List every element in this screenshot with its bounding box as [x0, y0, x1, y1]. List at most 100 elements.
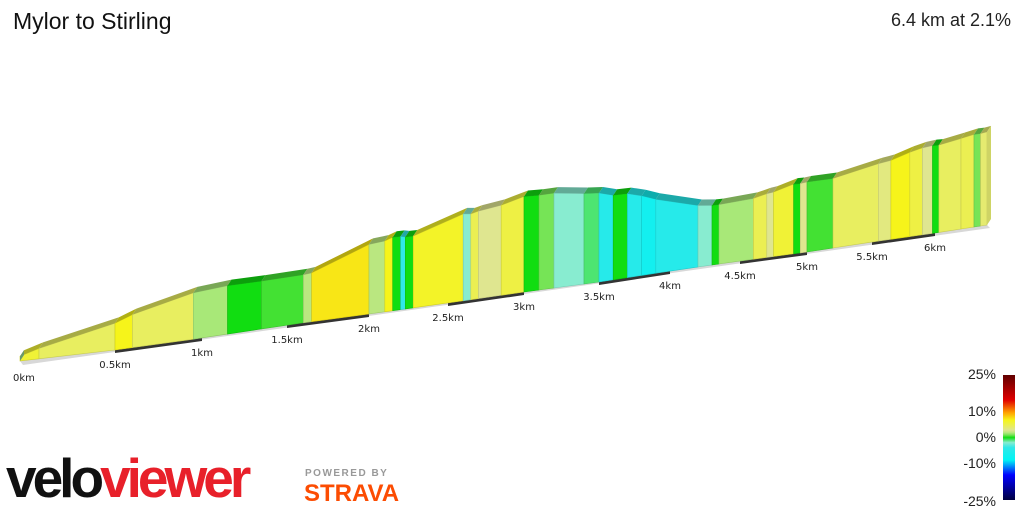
colorbar-label-25: 25% [967, 366, 996, 382]
profile-segment-top [115, 308, 137, 324]
profile-segment [980, 131, 988, 227]
route-summary: 6.4 km at 2.1% [890, 10, 1011, 30]
x-tick-label: 3.5km [583, 292, 614, 303]
x-tick-label: 4.5km [724, 271, 755, 282]
profile-segment-top [655, 193, 702, 206]
profile-segment [612, 193, 628, 281]
distance-band [740, 252, 807, 264]
veloviewer-logo[interactable]: veloviewer [6, 447, 251, 509]
x-tick-label: 1.5km [271, 335, 302, 346]
profile-segment-top [613, 187, 632, 196]
profile-segment [773, 183, 794, 257]
profile-segment-top [698, 199, 716, 206]
colorbar-label-10: 10% [967, 403, 996, 419]
distance-band [287, 314, 369, 328]
colorbar-label-0: 0% [975, 429, 996, 445]
profile-segment-top [641, 189, 660, 200]
profile-segment [922, 145, 933, 236]
profile-segment [523, 194, 540, 293]
profile-segment-top [878, 154, 895, 164]
profile-segment [583, 192, 600, 285]
strava-logo[interactable]: STRAVA [304, 480, 400, 507]
powered-by-label: POWERED BY [305, 468, 389, 479]
profile-segment [405, 235, 414, 310]
x-tick-label: 0.5km [99, 360, 130, 371]
profile-segment [478, 204, 502, 299]
profile-segment [538, 192, 555, 291]
profile-end-face [987, 125, 991, 225]
x-tick-label: 1km [191, 348, 213, 359]
profile-segment [412, 213, 464, 309]
profile-segment-top [303, 266, 316, 275]
profile-segment-top [753, 187, 771, 199]
profile-segment-top [227, 275, 266, 286]
profile-segment [832, 163, 879, 249]
profile-segment-top [39, 317, 119, 349]
profile-segment [793, 183, 801, 255]
profile-segment-top [20, 342, 43, 357]
profile-segment [718, 198, 754, 265]
profile-segment-top [413, 207, 468, 237]
profile-segment [753, 193, 768, 260]
profile-segment [261, 274, 304, 330]
colorbar-label-neg10: -10% [963, 455, 996, 471]
x-tick-label: 0km [13, 373, 35, 384]
profile-segment-top [627, 187, 646, 196]
profile-segment-top [980, 125, 991, 134]
profile-segment [227, 280, 262, 335]
route-title: Mylor to Stirling [13, 8, 172, 34]
profile-segment [711, 204, 720, 266]
logo-velo: velo [6, 447, 104, 509]
profile-segment-top [938, 132, 965, 146]
profile-segment-top [974, 127, 985, 135]
profile-segment-top [261, 268, 308, 282]
profile-segment [462, 213, 472, 302]
profile-segment-top [311, 238, 373, 273]
profile-segment [641, 195, 657, 276]
profile-segment [655, 198, 699, 274]
profile-segment-top [193, 279, 232, 293]
profile-segment-top [524, 189, 543, 197]
profile-segment-top [501, 190, 528, 206]
profile-segment [909, 147, 923, 237]
profile-segment-top [766, 186, 778, 194]
profile-segment [368, 240, 386, 315]
logo-viewer: viewer [100, 447, 251, 509]
profile-segment [973, 133, 981, 228]
distance-band [872, 233, 935, 245]
profile-segment-top [922, 139, 937, 148]
profile-segment-top [773, 178, 798, 193]
distance-band [448, 292, 524, 306]
x-tick-label: 2km [358, 324, 380, 335]
profile-segment-top [400, 230, 410, 237]
colorbar-label-neg25: -25% [963, 493, 996, 509]
x-tick-label: 5.5km [856, 252, 887, 263]
profile-segment-top [712, 198, 723, 206]
profile-segment-top [719, 192, 758, 205]
profile-segment-top [961, 128, 978, 139]
profile-segment-top [800, 175, 811, 184]
profile-segment-top [392, 230, 405, 238]
profile-segment-top [384, 231, 397, 242]
profile-segment-top [793, 177, 805, 185]
profile-segment [193, 285, 228, 340]
profile-segment-top [478, 199, 506, 212]
profile-segment [890, 151, 911, 240]
x-tick-label: 3km [513, 302, 535, 313]
profile-segment-top [909, 141, 927, 153]
profile-segment [627, 193, 642, 278]
profile-segment [392, 236, 401, 312]
profile-segment [960, 134, 975, 230]
x-tick-label: 6km [924, 243, 946, 254]
x-tick-label: 5km [796, 262, 818, 273]
x-tick-label: 4km [659, 281, 681, 292]
profile-segment-top [833, 157, 883, 179]
profile-segment-top [369, 235, 389, 245]
profile-segment-top [584, 186, 603, 194]
profile-segment-top [463, 207, 475, 214]
x-tick-label: 2.5km [432, 313, 463, 324]
profile-segment-top [539, 187, 558, 196]
profile-segment [932, 144, 940, 234]
profile-segment-top [599, 186, 618, 196]
